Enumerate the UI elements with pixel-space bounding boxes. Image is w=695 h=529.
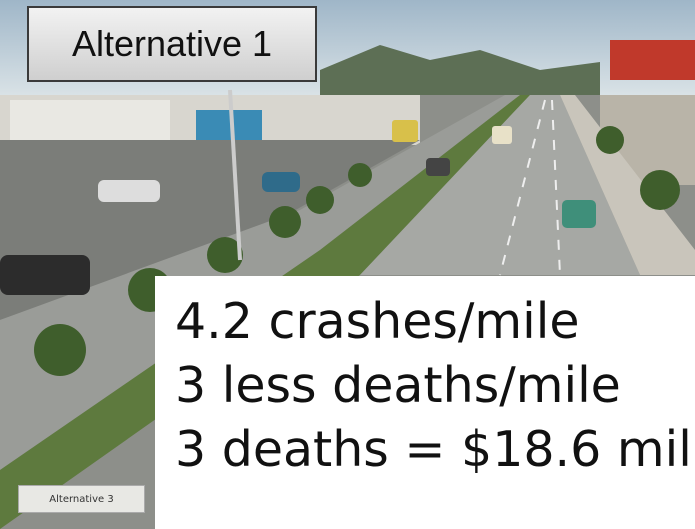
stats-line: 3 less deaths/mile [175,354,695,418]
car [426,158,450,176]
car [492,126,512,144]
car [262,172,300,192]
truck [392,120,418,142]
page: Alternative 3 Alternative 1 4.2 crashes/… [0,0,695,529]
car [0,255,90,295]
car [562,200,596,228]
photo-caption: Alternative 3 [18,485,145,513]
building [10,100,170,140]
stats-line: 3 deaths = $18.6 mil [175,418,695,482]
store-sign [610,40,695,80]
stats-line: 4.2 crashes/mile [175,290,695,354]
car [98,180,160,202]
title-box: Alternative 1 [27,6,317,82]
